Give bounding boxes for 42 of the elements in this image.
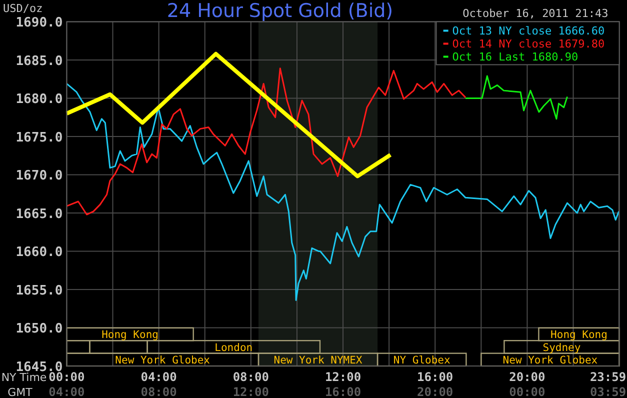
line-series (66, 82, 620, 301)
y-tick-label: 1690.0 (16, 16, 63, 31)
line-series (464, 75, 568, 120)
annotation: Hong Kong (102, 329, 158, 342)
line-series (66, 68, 466, 216)
x2-tick-label: 08:00 (140, 385, 177, 398)
x-tick-label: 04:00 (140, 370, 177, 384)
y-tick-label: 1675.0 (16, 130, 63, 146)
x-axis-title: NY Time (1, 371, 47, 384)
y-tick-label: 1650.0 (16, 322, 63, 337)
annotation: Sydney (542, 342, 581, 354)
y-tick-label: 1670.0 (16, 168, 63, 184)
legend-label: Oct 16 Last 1680.90 (452, 50, 578, 64)
x2-axis-title: GMT (8, 386, 33, 398)
annotation: London (214, 342, 253, 354)
annotation: New York Globex (115, 354, 210, 366)
x-tick-label: 12:00 (324, 370, 362, 384)
legend-label: Oct 14 NY close 1679.80 (452, 38, 605, 51)
x-tick-label: 23:59 (590, 370, 626, 384)
text: October 16, 2011 21:43 (462, 7, 608, 20)
x2-tick-label: 16:00 (324, 385, 362, 398)
y-tick-label: 1655.0 (16, 283, 63, 298)
annotation: NY Globex (393, 354, 450, 366)
x2-tick-label: 04:00 (48, 385, 85, 398)
annotation: Hong Kong (550, 329, 608, 342)
x-tick-label: 16:00 (417, 370, 454, 384)
x2-tick-label: 03:59 (590, 385, 626, 398)
y-tick-label: 1665.0 (16, 206, 63, 222)
chart-title: 24 Hour Spot Gold (Bid) (166, 0, 394, 22)
annotation: New York Globex (502, 354, 598, 366)
annotation: New York NYMEX (274, 354, 363, 366)
line-series (64, 52, 392, 178)
x2-tick-label: 20:00 (417, 385, 454, 398)
x2-tick-label: 12:00 (232, 385, 269, 398)
x-tick-label: 08:00 (232, 370, 269, 384)
y-tick-label: 1680.0 (16, 92, 63, 108)
y-axis-title: USD/oz (3, 2, 43, 15)
x2-tick-label: 00:00 (509, 385, 546, 398)
y-tick-label: 1660.0 (16, 245, 63, 260)
y-tick-label: 1685.0 (16, 54, 63, 69)
legend-label: Oct 13 NY close 1666.60 (452, 24, 605, 38)
x-tick-label: 20:00 (509, 370, 546, 384)
